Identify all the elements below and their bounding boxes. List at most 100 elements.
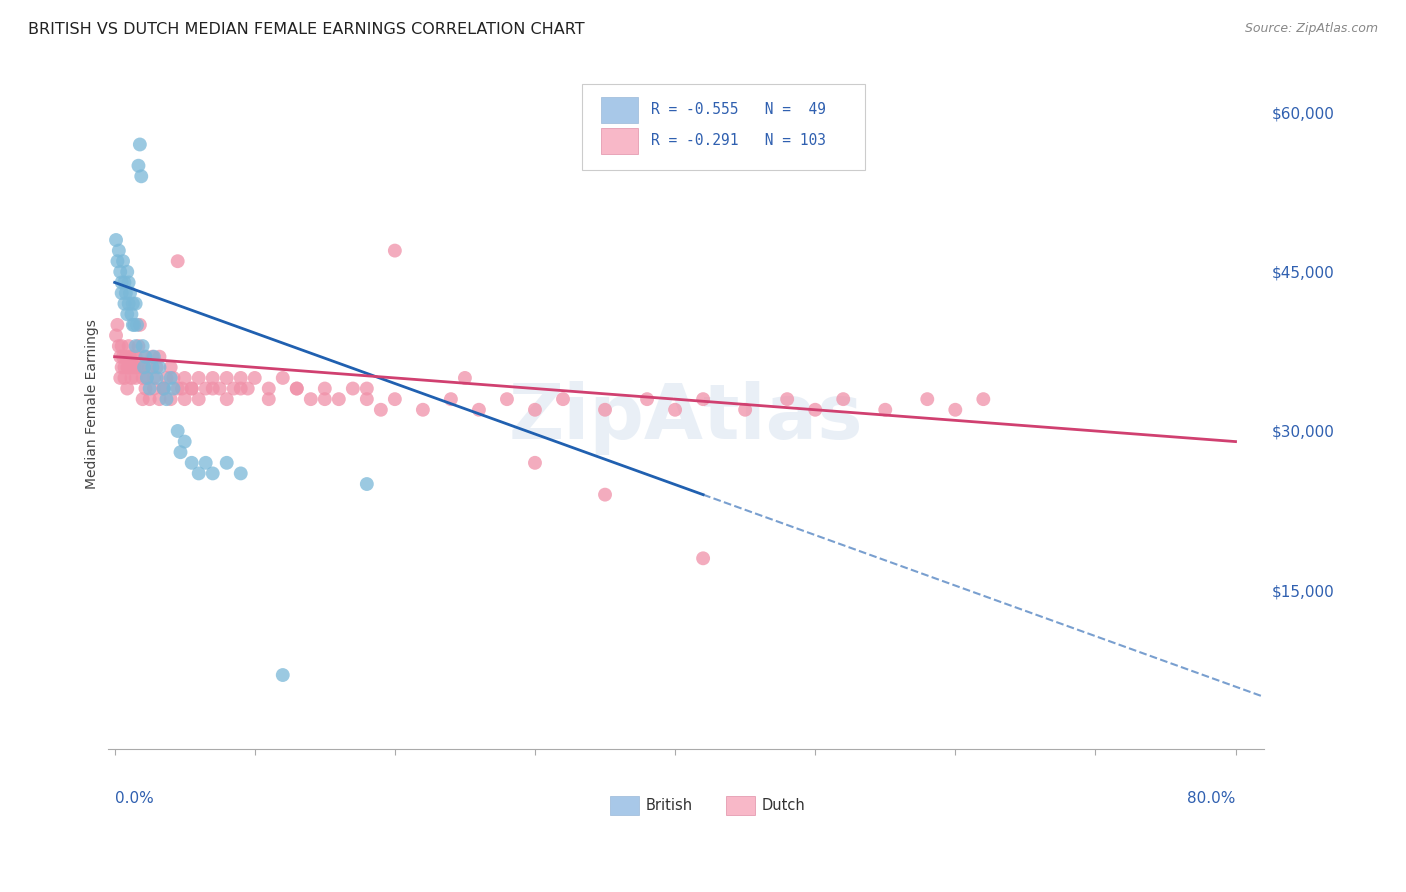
Point <box>523 456 546 470</box>
Point <box>201 371 224 385</box>
Point <box>152 382 174 396</box>
Text: 80.0%: 80.0% <box>1187 790 1236 805</box>
Point <box>285 382 308 396</box>
Point <box>166 382 188 396</box>
Point <box>142 371 165 385</box>
Point <box>124 296 146 310</box>
Point <box>173 434 195 449</box>
Point <box>145 360 167 375</box>
Point <box>370 402 392 417</box>
Point <box>972 392 994 406</box>
Point <box>412 402 434 417</box>
Point <box>194 456 217 470</box>
Point <box>111 360 134 375</box>
Point <box>128 318 150 332</box>
Point <box>129 360 152 375</box>
Point <box>155 371 177 385</box>
Point <box>342 382 364 396</box>
Point <box>215 371 238 385</box>
Point <box>356 392 378 406</box>
Point <box>314 382 336 396</box>
Point <box>356 477 378 491</box>
Point <box>551 392 574 406</box>
Point <box>236 382 259 396</box>
Point <box>131 371 153 385</box>
Point <box>118 350 141 364</box>
FancyBboxPatch shape <box>725 796 755 814</box>
Point <box>141 350 163 364</box>
Point <box>115 286 138 301</box>
Point <box>121 296 143 310</box>
Point <box>215 392 238 406</box>
Point <box>135 371 157 385</box>
Point <box>111 339 134 353</box>
Point <box>118 286 141 301</box>
Point <box>159 360 181 375</box>
Point <box>692 551 714 566</box>
Point <box>114 276 136 290</box>
Point <box>121 318 143 332</box>
Point <box>229 382 252 396</box>
Point <box>141 360 163 375</box>
Text: R = -0.555   N =  49: R = -0.555 N = 49 <box>651 103 825 118</box>
Point <box>314 392 336 406</box>
Point <box>229 371 252 385</box>
Point <box>122 360 145 375</box>
Point <box>356 382 378 396</box>
Point <box>129 169 152 184</box>
Point <box>115 350 138 364</box>
Point <box>112 254 135 268</box>
Point <box>440 392 463 406</box>
Point <box>271 371 294 385</box>
Text: 0.0%: 0.0% <box>115 790 153 805</box>
Point <box>194 382 217 396</box>
Point <box>118 339 141 353</box>
Point <box>162 382 184 396</box>
Point <box>166 254 188 268</box>
Text: R = -0.291   N = 103: R = -0.291 N = 103 <box>651 134 825 148</box>
Point <box>138 360 160 375</box>
Point <box>215 456 238 470</box>
Point <box>105 233 128 247</box>
Point <box>593 402 616 417</box>
Point <box>187 371 209 385</box>
Text: Source: ZipAtlas.com: Source: ZipAtlas.com <box>1244 22 1378 36</box>
Point <box>159 392 181 406</box>
FancyBboxPatch shape <box>602 128 638 154</box>
Point <box>108 339 131 353</box>
Point <box>187 392 209 406</box>
Point <box>832 392 855 406</box>
Point <box>117 265 139 279</box>
Point <box>169 445 191 459</box>
Point <box>170 382 193 396</box>
Point <box>118 360 141 375</box>
Point <box>105 328 128 343</box>
FancyBboxPatch shape <box>582 84 865 170</box>
Point <box>124 371 146 385</box>
Point <box>468 402 491 417</box>
Point <box>127 339 149 353</box>
Point <box>162 371 184 385</box>
Point <box>208 382 231 396</box>
Point <box>107 318 129 332</box>
Point <box>110 350 132 364</box>
Point <box>593 488 616 502</box>
Point <box>134 382 156 396</box>
Point <box>155 392 177 406</box>
Point <box>257 392 280 406</box>
Point <box>132 360 155 375</box>
Point <box>664 402 686 417</box>
Point <box>125 318 148 332</box>
Point <box>124 339 146 353</box>
Point <box>180 382 202 396</box>
Point <box>120 307 142 321</box>
Point <box>148 350 170 364</box>
Point <box>120 371 142 385</box>
Point <box>159 371 181 385</box>
Point <box>243 371 266 385</box>
Point <box>112 350 135 364</box>
Point <box>148 392 170 406</box>
Point <box>118 276 141 290</box>
Point <box>110 265 132 279</box>
Point <box>131 339 153 353</box>
